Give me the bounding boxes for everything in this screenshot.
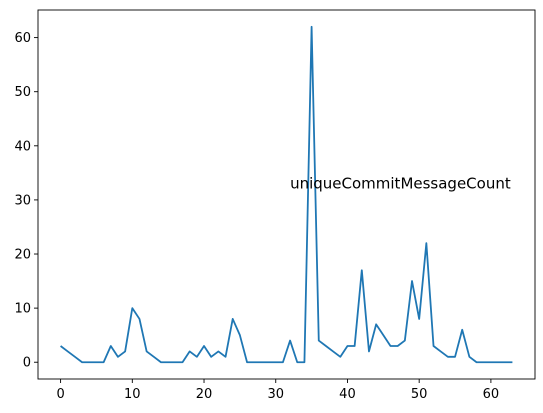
plot-frame bbox=[37, 9, 536, 380]
x-tick-label: 30 bbox=[267, 387, 284, 402]
x-tick-label: 40 bbox=[339, 387, 356, 402]
y-tick-label: 30 bbox=[14, 193, 31, 208]
y-tick-label: 0 bbox=[23, 356, 31, 371]
x-axis-ticks: 0 10 20 30 40 50 60 bbox=[56, 379, 499, 402]
y-axis-ticks: 0 10 20 30 40 50 60 bbox=[14, 31, 38, 371]
x-tick-label: 60 bbox=[483, 387, 500, 402]
y-tick-label: 40 bbox=[14, 139, 31, 154]
x-tick-label: 20 bbox=[196, 387, 213, 402]
y-tick-label: 10 bbox=[14, 302, 31, 317]
series-layer bbox=[60, 25, 513, 364]
y-tick-label: 20 bbox=[14, 248, 31, 263]
series-annotation-label: uniqueCommitMessageCount bbox=[290, 175, 511, 193]
x-tick-label: 10 bbox=[124, 387, 141, 402]
x-tick-label: 0 bbox=[56, 387, 64, 402]
x-tick-label: 50 bbox=[411, 387, 428, 402]
y-tick-label: 60 bbox=[14, 31, 31, 46]
series-line-0 bbox=[60, 25, 513, 364]
y-tick-label: 50 bbox=[14, 85, 31, 100]
